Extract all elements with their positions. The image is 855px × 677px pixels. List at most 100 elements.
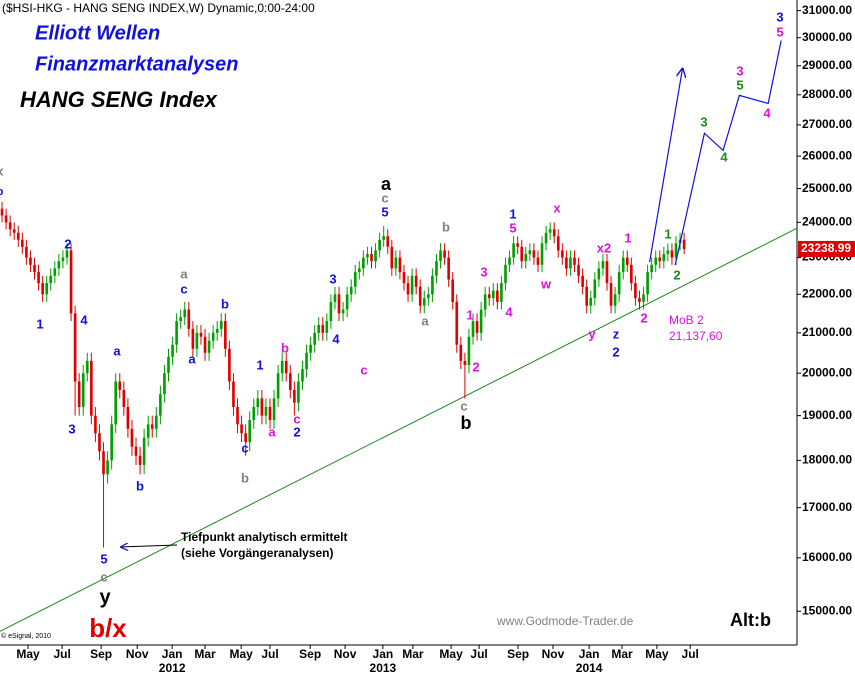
candle-body [536,257,540,265]
candle-body [398,257,402,273]
candle-body [625,257,629,265]
candle-body [589,298,593,306]
wave-label: 3 [480,264,487,279]
candle-body [593,279,597,299]
candle-body [573,257,576,265]
candle-body [301,369,304,382]
plot-area [0,40,798,632]
wave-label: y [99,586,111,608]
wave-label: y [588,326,596,341]
candle-body [621,257,625,273]
candle-body [337,294,341,314]
candle-body [520,246,524,262]
y-tick-label: 29000.00 [802,58,852,72]
candle-body [305,352,308,370]
candle-body [252,406,256,421]
candle-body [532,250,536,258]
candle-body [65,250,69,258]
candle-body [540,243,544,265]
wave-label: b [0,186,4,198]
candle-body [406,283,410,295]
candle-body [232,381,235,407]
candle-body [500,283,503,302]
wave-label: a [381,174,392,194]
wave-label: MoB 2 [669,313,704,327]
y-tick-label: 17000.00 [802,500,852,514]
y-tick-label: 31000.00 [802,3,852,17]
x-year-label: 2012 [159,661,186,675]
wave-label: 2 [472,359,479,374]
wave-label: 3 [329,271,336,286]
candle-body [459,344,463,361]
wave-label: x [553,200,561,215]
note: (siehe Vorgängeranalysen) [181,546,334,560]
y-tick-label: 15000.00 [802,603,852,617]
candle-body [256,398,260,407]
candle-body [378,239,381,251]
candle-body [49,275,53,284]
wave-label: c [180,281,187,296]
wave-label: 5 [381,204,388,219]
candle-body [81,373,85,407]
x-year-label: 2014 [576,661,603,675]
candle-body [240,424,243,434]
candle-body [90,360,93,416]
candle-body [402,272,406,284]
candle-body [45,283,49,295]
candle-body [199,332,203,337]
wave-label: b [136,478,144,493]
x-tick-label: Jan [373,647,394,661]
candle-body [617,272,621,295]
candle-body [215,328,219,333]
wave-label: a [180,266,188,281]
wave-label: 3 [700,114,707,129]
candle-body [25,246,28,258]
candle-body [313,332,316,345]
wave-label: a [268,424,276,439]
candle-body [374,250,377,262]
candle-body [528,250,532,254]
wave-label: x2 [597,240,611,255]
wave-label: 3 [68,421,75,436]
projection-path [649,69,683,263]
y-tick-label: 30000.00 [802,30,852,44]
candle-body [646,272,649,295]
candle-body [418,286,422,306]
candle-body [451,279,455,302]
candle-body [85,360,89,374]
candle-body [12,229,16,233]
candle-body [642,294,645,302]
candle-body [666,250,670,254]
candle-body [609,283,613,306]
candle-body [682,239,686,250]
wave-label: 4 [80,312,88,327]
candle-body [487,294,491,299]
candle-body [386,236,390,247]
candle-body [577,264,580,276]
candle-body [479,309,483,333]
candle-body [224,321,227,349]
x-tick-label: Nov [334,647,357,661]
candle-body [414,275,418,287]
candle-body [21,239,24,247]
candle-body [53,268,57,276]
candle-body [276,373,280,399]
candle-body [126,406,130,429]
candle-body [670,250,674,258]
candle-body [321,324,325,333]
candle-body [122,389,126,407]
wave-label: 4 [332,331,340,346]
wave-label: w [540,276,552,291]
candle-body [565,257,568,269]
candle-body [69,250,73,314]
y-tick-label: 16000.00 [802,550,852,564]
wave-label: 2 [612,344,619,359]
candle-body [293,389,296,403]
candle-body [524,253,528,262]
candle-body [16,232,20,240]
wave-label: a [113,343,121,358]
x-tick-label: Mar [194,647,216,661]
candle-body [191,328,195,349]
subtitle: HANG SENG Index [20,87,218,112]
